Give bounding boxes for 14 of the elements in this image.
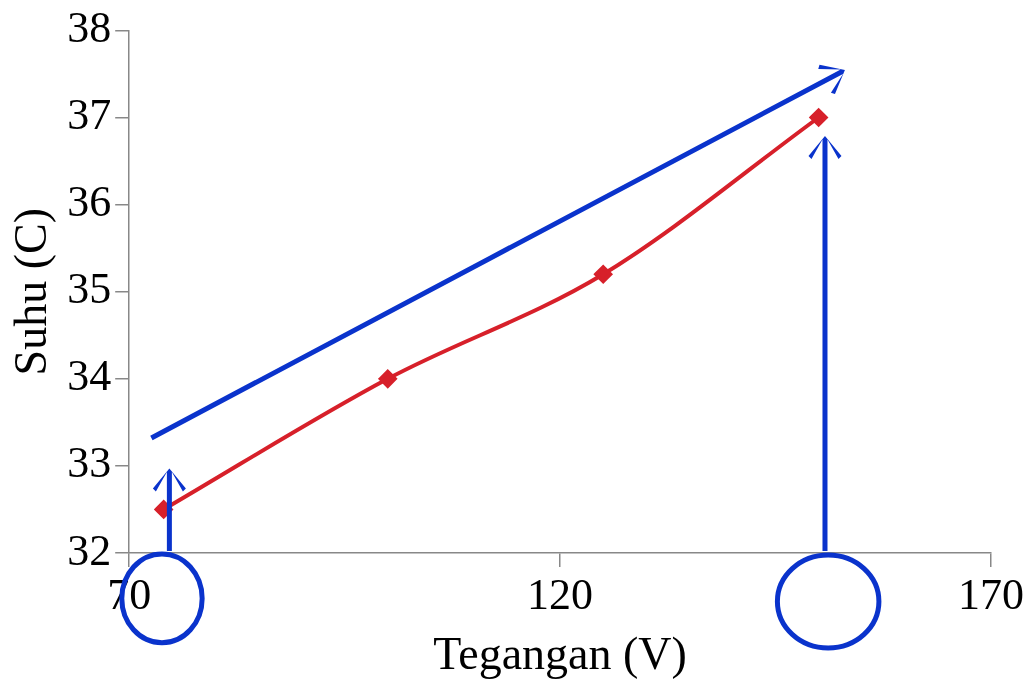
x-tick-label: 170 bbox=[958, 569, 1024, 619]
point bbox=[809, 108, 828, 127]
y-tick-label: 34 bbox=[67, 351, 112, 401]
x-tick-label: 120 bbox=[527, 569, 594, 619]
point bbox=[378, 369, 397, 388]
y-tick-label: 32 bbox=[67, 525, 112, 575]
y-tick-label: 37 bbox=[67, 90, 112, 140]
y-tick-label: 35 bbox=[67, 264, 112, 314]
y-tick-label: 33 bbox=[67, 438, 112, 488]
point bbox=[594, 265, 613, 284]
x-axis-title: Tegangan (V) bbox=[433, 628, 687, 680]
y-tick-label: 38 bbox=[67, 2, 112, 52]
y-axis-title: Suhu (C) bbox=[4, 208, 56, 376]
y-tick-label: 36 bbox=[67, 177, 112, 227]
